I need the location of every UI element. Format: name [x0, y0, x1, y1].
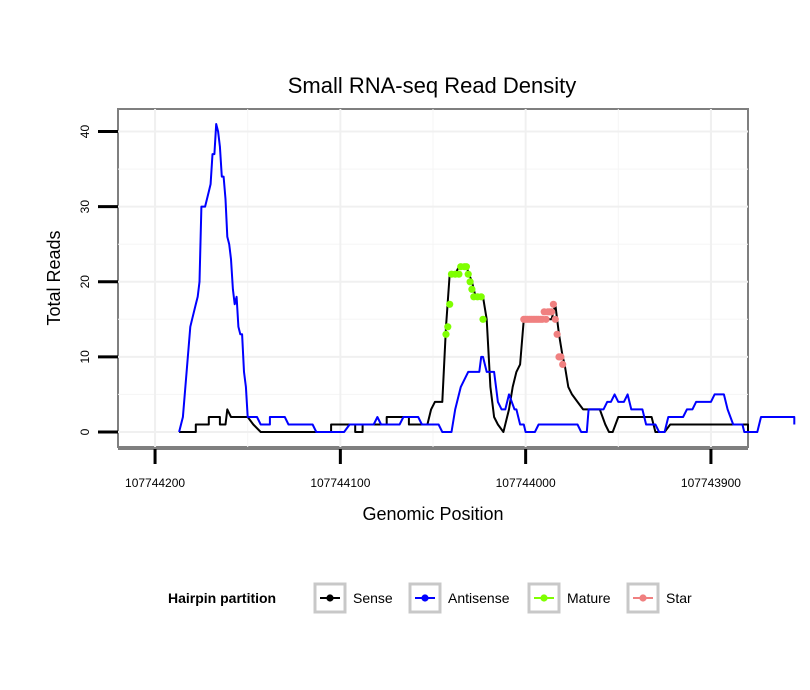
point-mature — [455, 270, 463, 278]
point-star — [553, 330, 561, 338]
point-mature — [446, 300, 454, 308]
point-star — [551, 315, 559, 323]
point-star — [559, 360, 567, 368]
point-mature — [479, 315, 487, 323]
legend-dot-star — [639, 594, 647, 602]
legend-label-sense: Sense — [353, 590, 393, 606]
y-axis-label: Total Reads — [44, 230, 64, 325]
y-tick-label: 0 — [78, 428, 92, 435]
point-mature — [464, 270, 472, 278]
y-tick-label: 20 — [78, 275, 92, 289]
point-star — [557, 353, 565, 361]
y-tick-label: 40 — [78, 125, 92, 139]
legend-dot-mature — [540, 594, 548, 602]
x-tick-label: 107744100 — [310, 476, 370, 490]
y-tick-label: 10 — [78, 350, 92, 364]
point-mature — [477, 293, 485, 301]
point-mature — [466, 278, 474, 286]
x-tick-label: 107743900 — [681, 476, 741, 490]
legend-label-mature: Mature — [567, 590, 611, 606]
legend-label-antisense: Antisense — [448, 590, 510, 606]
legend-label-star: Star — [666, 590, 692, 606]
grid-lines — [118, 109, 748, 447]
x-tick-label: 107744200 — [125, 476, 185, 490]
legend-dot-antisense — [421, 594, 429, 602]
series-line-antisense — [178, 123, 796, 433]
point-mature — [462, 263, 470, 271]
point-star — [548, 308, 556, 316]
y-axis: 0 10 20 30 40 — [78, 125, 118, 435]
chart-title: Small RNA-seq Read Density — [288, 73, 577, 98]
point-star — [549, 300, 558, 308]
point-mature — [468, 285, 476, 293]
legend-dot-sense — [326, 594, 334, 602]
legend-title: Hairpin partition — [168, 590, 276, 606]
x-tick-label: 107744000 — [496, 476, 556, 490]
series-layer — [178, 123, 796, 433]
legend: Hairpin partition Sense Antisense Mature St… — [168, 582, 692, 614]
point-mature — [444, 323, 452, 331]
point-star — [542, 315, 550, 323]
y-tick-label: 30 — [78, 200, 92, 214]
x-axis-label: Genomic Position — [362, 504, 503, 524]
point-mature — [442, 330, 450, 338]
x-axis: 107744200 107744100 107744000 107743900 — [118, 448, 748, 490]
